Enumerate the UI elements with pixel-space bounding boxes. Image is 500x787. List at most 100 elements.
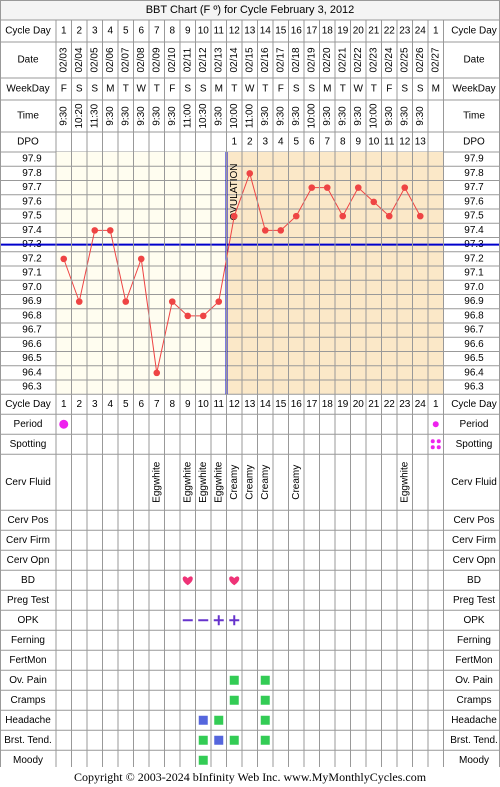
cycle-day-bottom-value: 24 xyxy=(415,399,427,410)
cycle-day-value: 17 xyxy=(306,26,318,37)
cycle-day-value: 23 xyxy=(399,26,411,37)
cycle-day-value: 22 xyxy=(384,26,396,37)
cerv-firm-label-left: Cerv Firm xyxy=(6,535,50,546)
cerv-fluid-label-right: Cerv Fluid xyxy=(451,477,497,488)
dpo-value: 13 xyxy=(415,137,427,148)
cycle-day-bottom-value: 13 xyxy=(244,399,256,410)
symptom-square-mark xyxy=(214,735,224,745)
temperature-point xyxy=(60,255,68,263)
cerv-firm-label-right: Cerv Firm xyxy=(452,535,496,546)
cycle-day-bottom-value: 18 xyxy=(322,399,334,410)
weekday-value: W xyxy=(137,84,147,95)
dpo-value: 4 xyxy=(278,137,284,148)
moody-label-left: Moody xyxy=(13,755,43,766)
y-tick-label-left: 96.8 xyxy=(22,310,42,321)
temperature-point xyxy=(354,184,362,191)
cervical-fluid-mark: Eggwhite xyxy=(399,461,410,503)
y-tick-label-right: 97.9 xyxy=(464,154,484,165)
time-value: 9:30 xyxy=(337,106,348,126)
title-bar xyxy=(0,0,500,20)
y-tick-label-right: 97.7 xyxy=(464,182,484,193)
date-value: 02/15 xyxy=(244,47,255,72)
cerv-opn-label-right: Cerv Opn xyxy=(453,555,496,566)
symptom-square-mark xyxy=(229,695,239,705)
y-tick-label-left: 96.3 xyxy=(22,382,42,393)
dpo-value: 10 xyxy=(368,137,380,148)
time-value: 9:30 xyxy=(120,106,131,126)
cerv-opn-label-left: Cerv Opn xyxy=(7,555,50,566)
temperature-point xyxy=(168,298,176,305)
cycle-day-bottom-value: 2 xyxy=(76,399,82,410)
weekday-value: S xyxy=(184,84,191,95)
cycle-day-bottom-value: 12 xyxy=(229,399,241,410)
weekday-value: S xyxy=(293,84,300,95)
cycle-day-value: 9 xyxy=(185,26,191,37)
opk-label-left: OPK xyxy=(17,615,38,626)
intercourse-heart-icon xyxy=(182,576,193,586)
date-label-left: Date xyxy=(17,55,39,66)
time-value: 9:30 xyxy=(415,106,426,126)
y-tick-label-left: 96.5 xyxy=(22,353,42,364)
date-value: 02/18 xyxy=(291,47,302,72)
y-tick-label-right: 97.6 xyxy=(464,196,484,207)
cycle-day-bottom-value: 22 xyxy=(384,399,396,410)
weekday-label-right: WeekDay xyxy=(452,84,495,95)
date-value: 02/22 xyxy=(353,47,364,72)
cycle-day-value: 6 xyxy=(138,26,144,37)
dpo-value: 3 xyxy=(262,137,268,148)
time-value: 10:30 xyxy=(198,103,209,128)
cycle-day-bottom-value: 23 xyxy=(399,399,411,410)
date-value: 02/06 xyxy=(105,47,116,72)
cycle-day-value: 4 xyxy=(107,26,113,37)
time-value: 11:30 xyxy=(89,103,100,128)
weekday-value: W xyxy=(245,84,255,95)
weekday-value: M xyxy=(106,84,114,95)
time-value: 11:00 xyxy=(244,103,255,128)
bbt-chart: BBT Chart (F º) for Cycle February 3, 20… xyxy=(0,0,500,767)
time-value: 10:20 xyxy=(74,103,85,128)
cervical-fluid-mark: Creamy xyxy=(229,465,240,500)
cycle-day-bottom-value: 20 xyxy=(353,399,365,410)
time-value: 11:00 xyxy=(182,103,193,128)
date-value: 02/14 xyxy=(229,47,240,72)
symptom-square-mark xyxy=(198,755,208,765)
weekday-value: T xyxy=(262,84,268,95)
dpo-value: 7 xyxy=(324,137,330,148)
cycle-day-value: 14 xyxy=(260,26,272,37)
cycle-day-bottom-value: 16 xyxy=(291,399,303,410)
time-value: 9:30 xyxy=(213,106,224,126)
weekday-value: T xyxy=(371,84,377,95)
temperature-point xyxy=(416,212,424,220)
cycle-day-bottom-value: 14 xyxy=(260,399,272,410)
time-value: 9:30 xyxy=(58,106,69,126)
cycle-day-value: 12 xyxy=(229,26,241,37)
copyright: Copyright © 2003-2024 bInfinity Web Inc. xyxy=(73,770,281,784)
cycle-day-value: 19 xyxy=(337,26,349,37)
cycle-day-bottom-value: 10 xyxy=(198,399,210,410)
cerv-pos-label-right: Cerv Pos xyxy=(453,515,494,526)
cycle-day-bottom-value: 21 xyxy=(368,399,380,410)
time-value: 9:30 xyxy=(260,106,271,126)
spotting-mark xyxy=(436,445,441,450)
dpo-value: 1 xyxy=(231,137,237,148)
symptom-square-mark xyxy=(198,735,208,745)
cycle-day-bottom-value: 5 xyxy=(123,399,129,410)
ov-pain-label-left: Ov. Pain xyxy=(9,675,47,686)
brst-tend-label-right: Brst. Tend. xyxy=(450,735,498,746)
symptom-square-mark xyxy=(229,675,239,685)
cerv-pos-label-left: Cerv Pos xyxy=(7,515,48,526)
weekday-value: S xyxy=(91,84,98,95)
weekday-value: S xyxy=(401,84,408,95)
temperature-point xyxy=(323,184,331,191)
time-value: 10:00 xyxy=(229,103,240,128)
temperature-point xyxy=(215,298,223,305)
symptom-square-mark xyxy=(260,715,270,725)
temperature-point xyxy=(292,212,300,220)
cramps-label-left: Cramps xyxy=(10,695,45,706)
cycle-day-value: 1 xyxy=(61,26,67,37)
temperature-point xyxy=(261,227,269,234)
symptom-square-mark xyxy=(214,715,224,725)
weekday-value: T xyxy=(154,84,160,95)
site-url: www.MyMonthlyCycles.com xyxy=(283,770,427,784)
